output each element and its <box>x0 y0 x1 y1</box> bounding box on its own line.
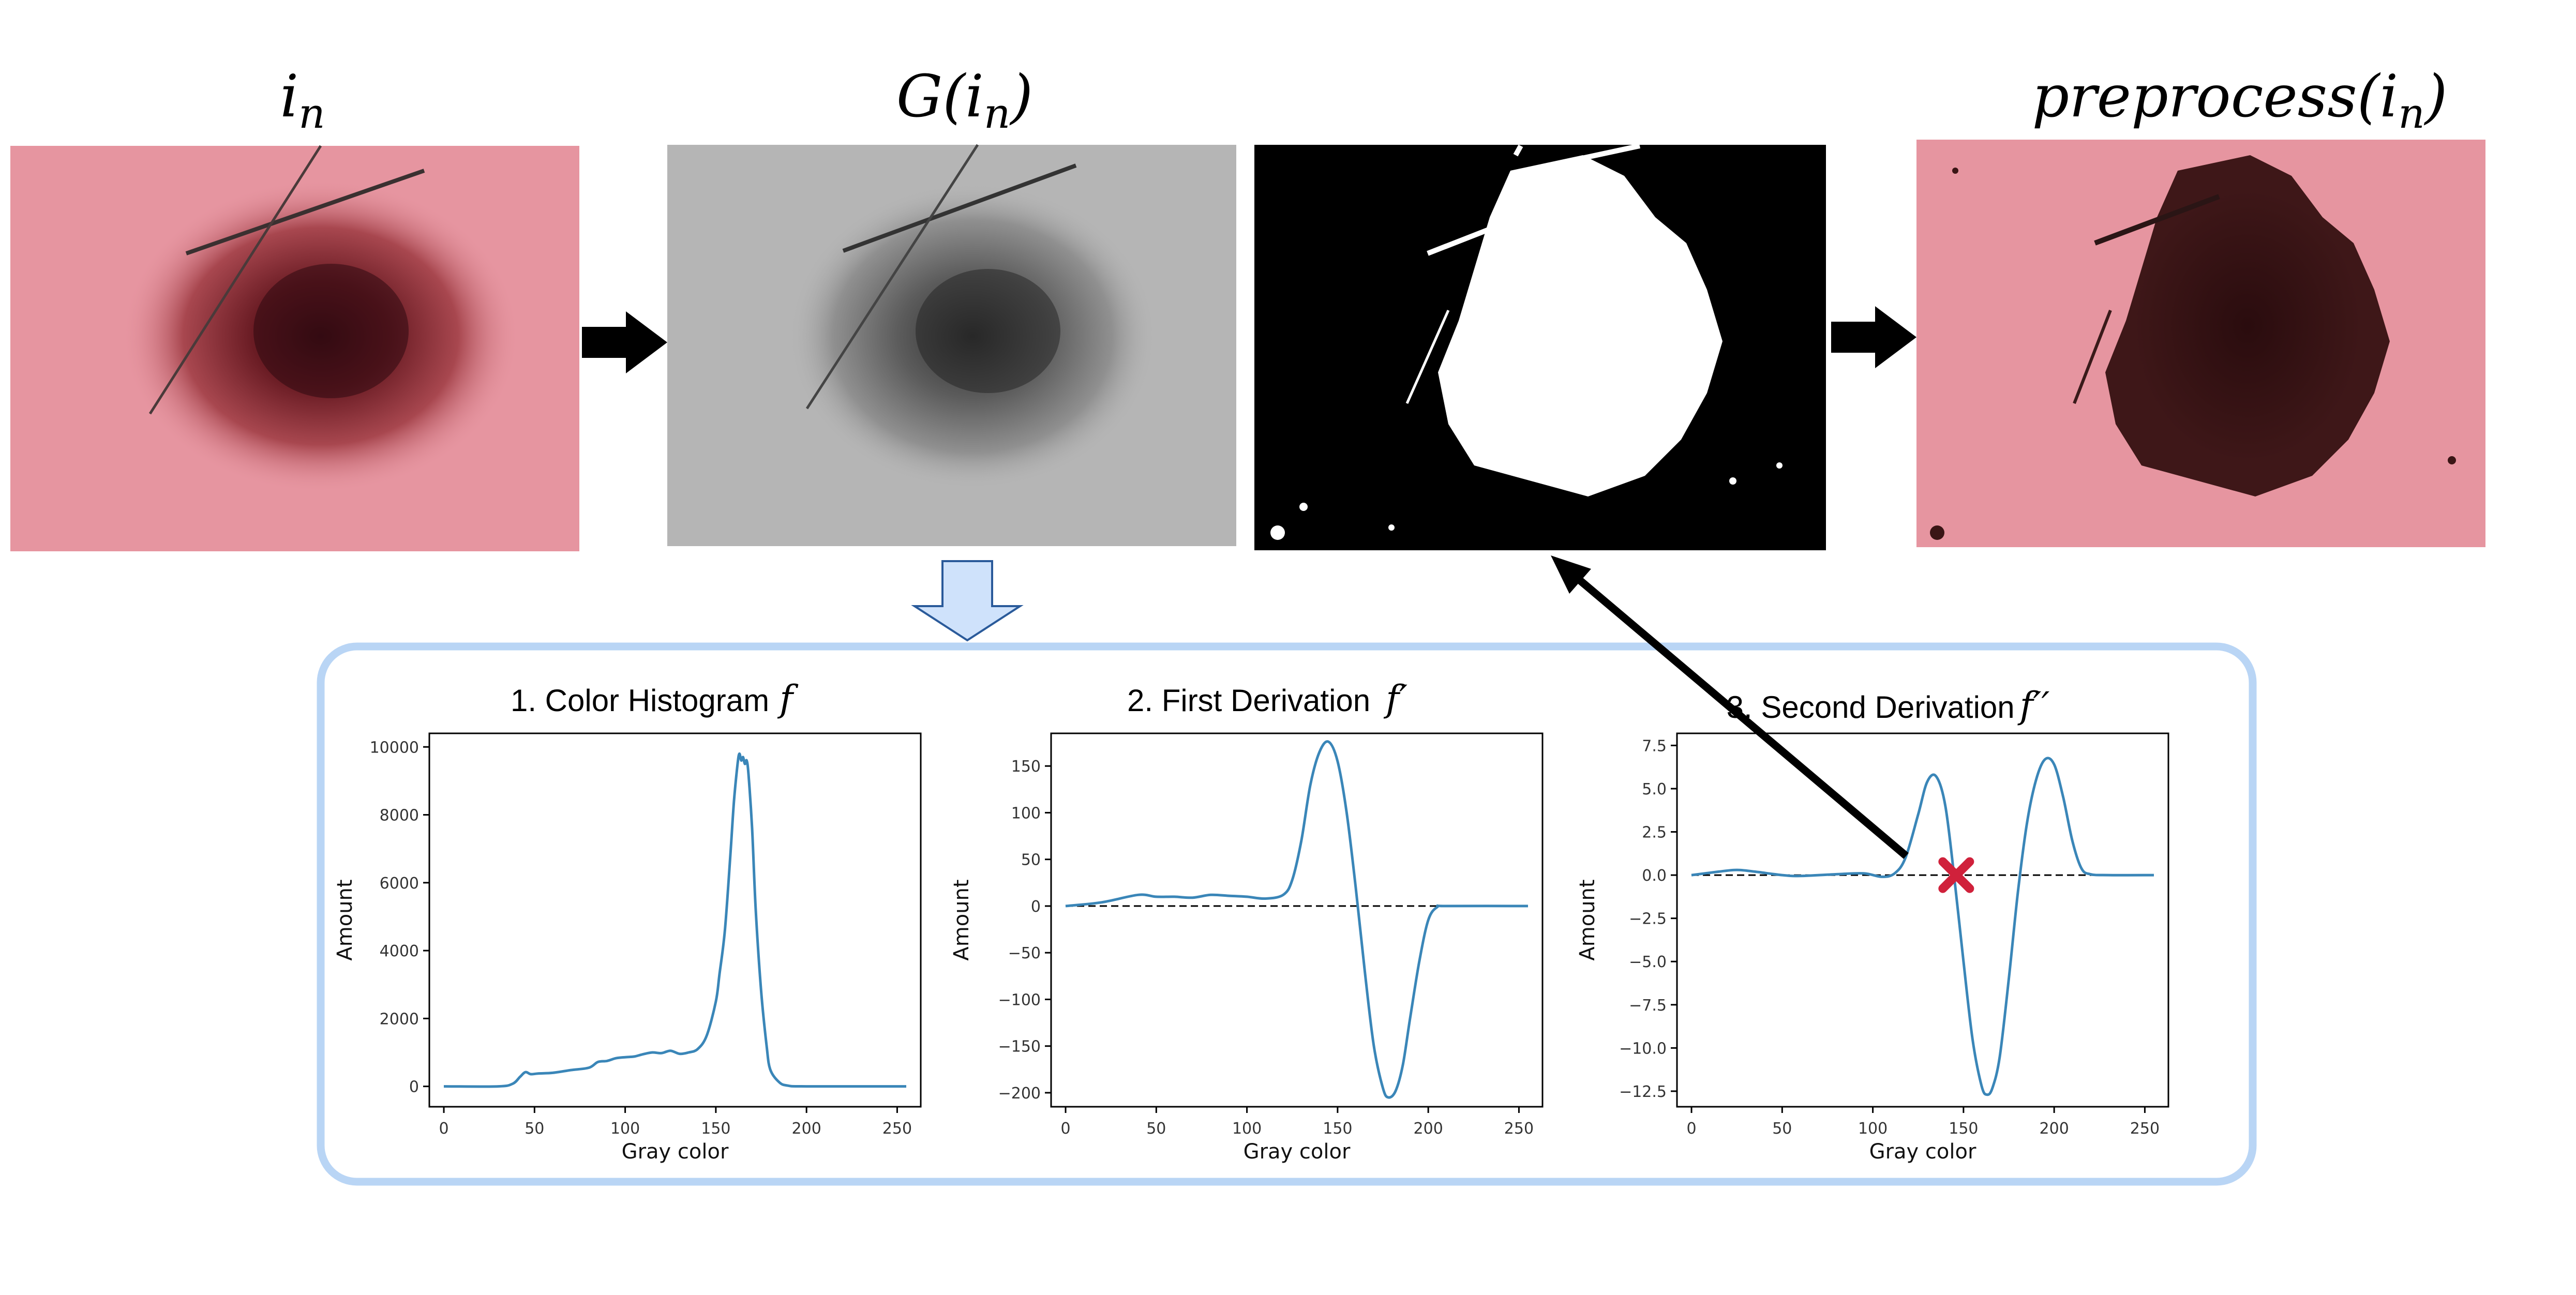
y-tick-label: 50 <box>1021 851 1041 869</box>
y-tick-label: −2.5 <box>1629 910 1667 928</box>
x-tick-label: 150 <box>1949 1120 1978 1138</box>
binary-mask-image <box>1254 143 1826 550</box>
x-tick-label: 0 <box>439 1120 448 1138</box>
y-tick-label: 8000 <box>380 807 419 825</box>
x-axis-label: Gray color <box>1869 1140 1976 1164</box>
x-axis-label: Gray color <box>1244 1140 1351 1164</box>
y-tick-label: −50 <box>1008 944 1041 962</box>
input-dermoscopy-image <box>10 145 579 551</box>
x-tick-label: 250 <box>1504 1120 1534 1138</box>
x-tick-label: 200 <box>2040 1120 2069 1138</box>
y-tick-label: −12.5 <box>1619 1083 1667 1101</box>
threshold-arrow <box>1551 555 1909 859</box>
y-tick-label: −200 <box>998 1085 1041 1103</box>
x-axis-label: Gray color <box>622 1140 729 1164</box>
y-tick-label: 6000 <box>380 875 419 893</box>
input-image-label: in <box>280 63 325 138</box>
y-tick-label: 0 <box>409 1078 419 1096</box>
second-derivative-chart: 3. Second Derivation f′′ 0 50 100 150 200 250 7.… <box>1576 684 2169 1164</box>
y-tick-label: 5.0 <box>1642 780 1667 799</box>
y-tick-label: −10.0 <box>1619 1040 1667 1058</box>
y-tick-label: −150 <box>998 1038 1041 1056</box>
arrow-to-gray <box>582 311 667 373</box>
x-tick-label: 100 <box>1858 1120 1888 1138</box>
y-axis-label: Amount <box>1576 879 1599 960</box>
chart-title: 1. Color Histogram f <box>511 677 799 720</box>
x-tick-label: 50 <box>1772 1120 1792 1138</box>
y-tick-label: 4000 <box>380 942 419 960</box>
chart-title: 3. Second Derivation f′′ <box>1727 684 2050 727</box>
y-tick-label: 100 <box>1011 804 1041 822</box>
analysis-panel <box>317 642 2257 1186</box>
series-line <box>443 752 907 1088</box>
y-tick-label: 150 <box>1011 758 1041 776</box>
x-tick-label: 150 <box>1323 1120 1352 1138</box>
y-tick-label: −100 <box>998 991 1041 1009</box>
plot-frame <box>428 732 922 1108</box>
x-tick-label: 50 <box>525 1120 544 1138</box>
down-arrow-to-analysis <box>911 560 1024 642</box>
y-axis-label: Amount <box>950 879 974 960</box>
chart-title: 2. First Derivation f′ <box>1127 677 1407 720</box>
arrow-to-output <box>1831 306 1916 368</box>
x-tick-label: 200 <box>792 1120 821 1138</box>
plot-frame <box>1676 732 2169 1108</box>
plot-frame <box>1050 732 1544 1108</box>
x-tick-label: 100 <box>610 1120 640 1138</box>
grayscale-image <box>667 144 1236 546</box>
y-tick-label: −7.5 <box>1629 997 1667 1015</box>
y-tick-label: −5.0 <box>1629 953 1667 971</box>
histogram-chart: 1. Color Histogram f 0 50 100 150 200 250 0 2000 4… <box>333 677 922 1164</box>
x-tick-label: 50 <box>1146 1120 1166 1138</box>
x-tick-label: 100 <box>1232 1120 1262 1138</box>
output-image-label: preprocess(in) <box>2032 63 2448 138</box>
x-tick-label: 150 <box>701 1120 730 1138</box>
x-tick-label: 250 <box>882 1120 912 1138</box>
y-tick-label: 0.0 <box>1642 867 1667 885</box>
x-tick-label: 0 <box>1060 1120 1070 1138</box>
y-tick-label: 2.5 <box>1642 824 1667 842</box>
gray-image-label: G(in) <box>896 63 1033 138</box>
y-tick-label: 0 <box>1031 898 1041 916</box>
x-tick-label: 250 <box>2130 1120 2160 1138</box>
y-tick-label: 2000 <box>380 1010 419 1028</box>
y-axis-label: Amount <box>333 879 357 960</box>
series-line <box>1065 740 1529 1099</box>
y-tick-label: 7.5 <box>1642 737 1667 755</box>
preprocessed-image <box>1916 140 2485 547</box>
first-derivative-chart: 2. First Derivation f′ 0 50 100 150 200 250 150 1… <box>950 677 1544 1164</box>
x-tick-label: 0 <box>1686 1120 1696 1138</box>
y-tick-label: 10000 <box>370 739 419 757</box>
x-tick-label: 200 <box>1414 1120 1443 1138</box>
series-line <box>1691 757 2154 1096</box>
zero-crossing-marker <box>1938 857 1974 893</box>
